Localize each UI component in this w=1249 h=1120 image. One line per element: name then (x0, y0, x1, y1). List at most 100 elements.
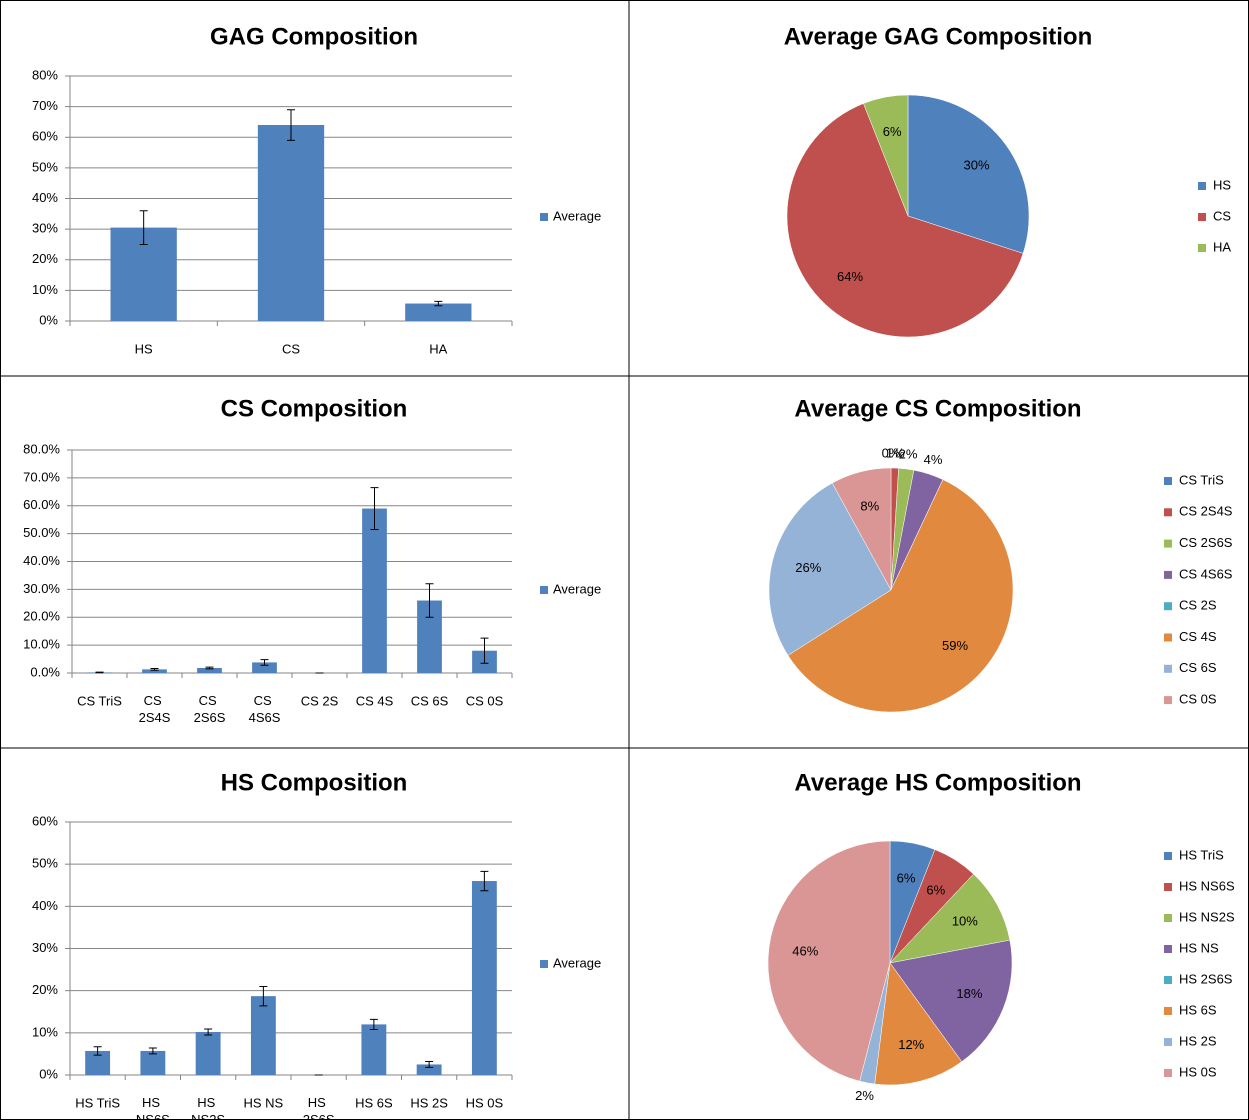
chart-title: Average HS Composition (794, 769, 1081, 796)
legend-label: CS 2S6S (1179, 535, 1233, 550)
y-tick-label: 30% (32, 221, 58, 236)
legend-label: HS 2S (1179, 1033, 1217, 1048)
error-bar (260, 659, 269, 666)
legend-label: HS 0S (1179, 1064, 1217, 1079)
label-line: NS6S (136, 1112, 170, 1120)
error-bar (480, 637, 489, 664)
legend-label: HS 2S6S (1179, 971, 1233, 986)
legend-swatch (1164, 852, 1172, 860)
y-tick-label: 10% (32, 282, 58, 297)
chart-title: GAG Composition (210, 23, 418, 50)
y-tick-label: 10% (32, 1024, 58, 1039)
y-tick-label: 60% (32, 813, 58, 828)
y-tick-label: 80% (32, 67, 58, 82)
x-tick-label: CS 2S6S (194, 693, 226, 725)
y-tick-label: 0.0% (30, 664, 60, 679)
label-line: 2S6S (194, 710, 226, 725)
y-tick-label: 20.0% (23, 609, 60, 624)
data-label: 59% (942, 638, 968, 653)
legend-label: CS 4S (1179, 629, 1217, 644)
legend-label: CS 0S (1179, 692, 1217, 707)
legend-label: Average (553, 581, 601, 596)
error-bar (369, 1018, 378, 1030)
legend-label: HA (1213, 239, 1231, 254)
error-bar (139, 210, 148, 245)
label-line: 4S6S (249, 710, 281, 725)
bar (252, 662, 277, 673)
legend-swatch (1198, 213, 1206, 221)
y-tick-label: 40% (32, 190, 58, 205)
y-tick-label: 70.0% (23, 469, 60, 484)
x-tick-label: CS 0S (466, 693, 504, 708)
label-line: HS (142, 1095, 164, 1110)
legend-label: CS 2S4S (1179, 504, 1233, 519)
data-label: 2% (899, 447, 918, 462)
legend-swatch (540, 213, 548, 221)
y-tick-label: 30.0% (23, 581, 60, 596)
error-bar (259, 985, 268, 1007)
bar (142, 669, 167, 673)
y-tick-label: 50.0% (23, 525, 60, 540)
pie-slice (889, 873, 1011, 964)
pie-slice (907, 94, 1030, 254)
pie-slice (831, 467, 892, 591)
legend-label: CS 6S (1179, 660, 1217, 675)
pie-slice (786, 103, 1024, 338)
legend-swatch (1164, 570, 1172, 579)
data-label: 1% (886, 446, 905, 461)
pie-slice (787, 479, 1014, 713)
legend-swatch (1164, 945, 1172, 953)
bar (257, 125, 325, 321)
bar (416, 1064, 442, 1075)
x-tick-label: CS 2S (301, 693, 339, 708)
y-tick-label: 70% (32, 98, 58, 113)
legend-label: HS NS2S (1179, 909, 1235, 924)
y-tick-label: 20% (32, 251, 58, 266)
chart-title: Average CS Composition (794, 395, 1081, 422)
x-tick-label: CS 6S (411, 693, 449, 708)
legend-label: CS (1213, 208, 1231, 223)
legend-label: Average (553, 208, 601, 223)
legend-label: HS (1213, 177, 1231, 192)
data-label: 8% (860, 499, 879, 514)
legend-swatch (1164, 602, 1172, 611)
label-line: NS2S (191, 1112, 225, 1120)
error-bar (150, 668, 159, 671)
data-label: 6% (926, 882, 945, 897)
legend-label: HS NS (1179, 940, 1219, 955)
y-tick-label: 60% (32, 129, 58, 144)
bar (471, 881, 497, 1075)
error-bar (93, 1046, 102, 1056)
legend-label: CS 2S (1179, 598, 1217, 613)
data-label: 2% (855, 1088, 874, 1103)
data-label: 10% (952, 913, 978, 928)
y-tick-label: 40.0% (23, 553, 60, 568)
bar (362, 508, 387, 673)
x-tick-label: CS TriS (77, 693, 122, 708)
legend-swatch (1164, 1069, 1172, 1077)
bar (250, 996, 276, 1075)
bar (140, 1050, 166, 1075)
error-bar (434, 300, 443, 307)
legend-swatch (1164, 539, 1172, 548)
bar (405, 303, 472, 321)
x-tick-label: HA (429, 341, 447, 356)
data-label: 30% (964, 158, 990, 173)
chart-title: CS Composition (221, 395, 408, 422)
y-tick-label: 0% (39, 312, 58, 327)
x-tick-label: HS TriS (75, 1095, 120, 1110)
x-tick-label: HS NS2S (191, 1095, 225, 1120)
label-line: CS (254, 693, 276, 708)
data-label: 6% (897, 871, 916, 886)
legend-swatch (1164, 1007, 1172, 1015)
y-tick-label: 50% (32, 856, 58, 871)
y-tick-label: 10.0% (23, 637, 60, 652)
x-tick-label: HS 2S6S (303, 1095, 335, 1120)
label-line: 2S6S (303, 1112, 335, 1120)
error-bar (95, 671, 104, 674)
data-label: 12% (898, 1037, 924, 1052)
chart-title: HS Composition (221, 769, 408, 796)
label-line: CS (199, 693, 221, 708)
